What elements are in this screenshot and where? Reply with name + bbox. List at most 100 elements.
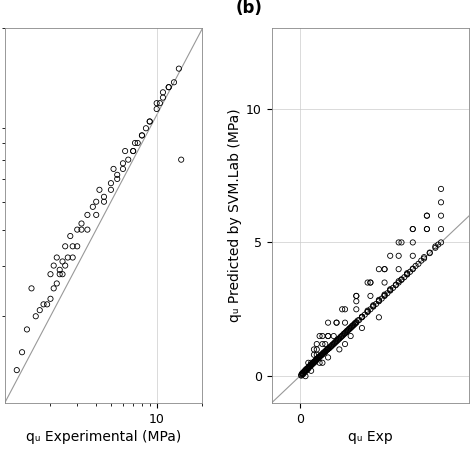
- Point: [395, 277, 402, 285]
- Point: [311, 358, 319, 365]
- Point: [372, 300, 380, 308]
- Point: [369, 303, 377, 310]
- Point: [398, 275, 405, 283]
- Point: [336, 346, 343, 353]
- Point: [159, 94, 167, 101]
- Point: [177, 156, 185, 164]
- Point: [409, 265, 417, 273]
- Point: [437, 225, 445, 233]
- Point: [392, 281, 400, 289]
- Point: [304, 365, 311, 372]
- Point: [134, 139, 141, 147]
- Point: [146, 118, 154, 125]
- Point: [420, 255, 428, 262]
- Point: [324, 332, 332, 340]
- Point: [315, 354, 323, 361]
- Point: [165, 83, 173, 91]
- Point: [307, 367, 315, 374]
- Point: [409, 238, 417, 246]
- Point: [27, 284, 35, 292]
- Point: [100, 193, 108, 201]
- Point: [350, 321, 357, 328]
- Point: [317, 352, 325, 359]
- Point: [316, 332, 323, 340]
- Point: [310, 359, 318, 366]
- Point: [381, 279, 388, 286]
- Point: [309, 360, 316, 368]
- Point: [113, 171, 121, 179]
- Point: [64, 254, 72, 261]
- Point: [381, 292, 388, 300]
- Point: [403, 269, 411, 277]
- Point: [301, 373, 309, 380]
- Point: [305, 363, 313, 371]
- Point: [341, 340, 349, 348]
- Point: [156, 100, 164, 107]
- Point: [375, 265, 383, 273]
- Point: [331, 338, 339, 346]
- Point: [107, 186, 115, 193]
- Point: [92, 211, 100, 219]
- Point: [341, 319, 349, 327]
- Point: [307, 362, 314, 369]
- Point: [319, 350, 327, 357]
- Point: [392, 282, 400, 289]
- Point: [395, 252, 402, 260]
- Point: [383, 290, 391, 297]
- Point: [301, 366, 309, 374]
- Point: [366, 292, 374, 300]
- Point: [395, 265, 402, 273]
- Point: [395, 279, 402, 286]
- Point: [307, 362, 315, 369]
- Point: [311, 358, 319, 365]
- Point: [333, 319, 340, 327]
- Point: [313, 356, 320, 364]
- Point: [50, 262, 57, 269]
- Point: [366, 279, 374, 286]
- Point: [13, 366, 20, 374]
- Point: [315, 353, 323, 361]
- Point: [316, 353, 323, 361]
- Point: [56, 266, 64, 273]
- Point: [32, 312, 39, 320]
- Point: [347, 324, 355, 331]
- Point: [364, 308, 372, 316]
- Point: [303, 365, 310, 373]
- Point: [83, 211, 91, 219]
- Point: [381, 291, 388, 298]
- Point: [398, 276, 405, 283]
- Point: [341, 306, 349, 313]
- Point: [319, 350, 326, 358]
- Point: [66, 232, 74, 240]
- Point: [138, 132, 146, 139]
- Point: [343, 328, 350, 336]
- Point: [131, 139, 139, 147]
- Point: [334, 336, 342, 344]
- Point: [324, 354, 332, 361]
- Point: [353, 292, 360, 300]
- Point: [312, 356, 320, 364]
- Point: [100, 198, 108, 206]
- Point: [298, 370, 306, 378]
- Point: [142, 125, 150, 132]
- X-axis label: qᵤ Exp: qᵤ Exp: [348, 430, 393, 444]
- Point: [326, 344, 333, 352]
- Point: [348, 322, 356, 329]
- Point: [304, 365, 312, 373]
- Point: [314, 354, 322, 362]
- Point: [170, 79, 178, 86]
- Point: [59, 258, 66, 265]
- Text: (b): (b): [236, 0, 263, 17]
- Point: [366, 306, 374, 313]
- Point: [316, 352, 324, 360]
- Point: [328, 342, 336, 349]
- Point: [310, 351, 318, 358]
- Point: [375, 296, 383, 304]
- Point: [354, 317, 362, 324]
- Point: [409, 225, 417, 233]
- Point: [89, 203, 97, 210]
- Point: [321, 340, 329, 348]
- Point: [423, 225, 431, 233]
- Point: [317, 352, 325, 359]
- Point: [69, 254, 76, 261]
